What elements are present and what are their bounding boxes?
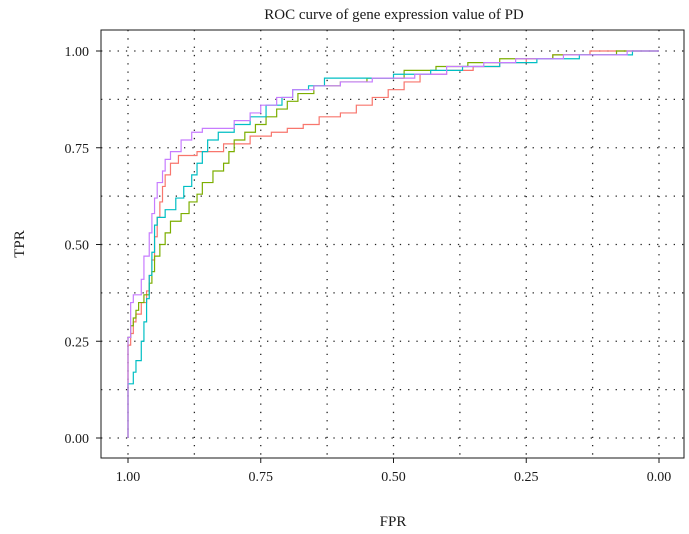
y-tick-label: 0.75 bbox=[65, 142, 90, 157]
x-tick-label: 0.00 bbox=[647, 470, 672, 485]
x-tick-label: 0.75 bbox=[249, 470, 274, 485]
x-axis-ticks: 1.00 0.75 0.50 0.25 0.00 bbox=[116, 458, 672, 485]
y-tick-label: 0.00 bbox=[65, 432, 90, 447]
y-tick-label: 0.50 bbox=[65, 239, 90, 254]
y-tick-label: 1.00 bbox=[65, 45, 90, 60]
x-axis-label: FPR bbox=[380, 514, 407, 530]
x-tick-label: 0.25 bbox=[514, 470, 539, 485]
x-tick-label: 0.50 bbox=[381, 470, 406, 485]
roc-series-line bbox=[127, 50, 659, 438]
chart-title: ROC curve of gene expression value of PD bbox=[264, 7, 524, 23]
roc-series-layer bbox=[127, 50, 659, 438]
y-axis-ticks: 0.00 0.25 0.50 0.75 1.00 bbox=[65, 45, 101, 447]
x-tick-label: 1.00 bbox=[116, 470, 141, 485]
y-axis-label: TPR bbox=[12, 230, 28, 258]
grid-lines bbox=[101, 30, 684, 458]
y-tick-label: 0.25 bbox=[65, 335, 90, 350]
roc-series-line bbox=[127, 50, 659, 438]
roc-series-line bbox=[127, 50, 659, 438]
